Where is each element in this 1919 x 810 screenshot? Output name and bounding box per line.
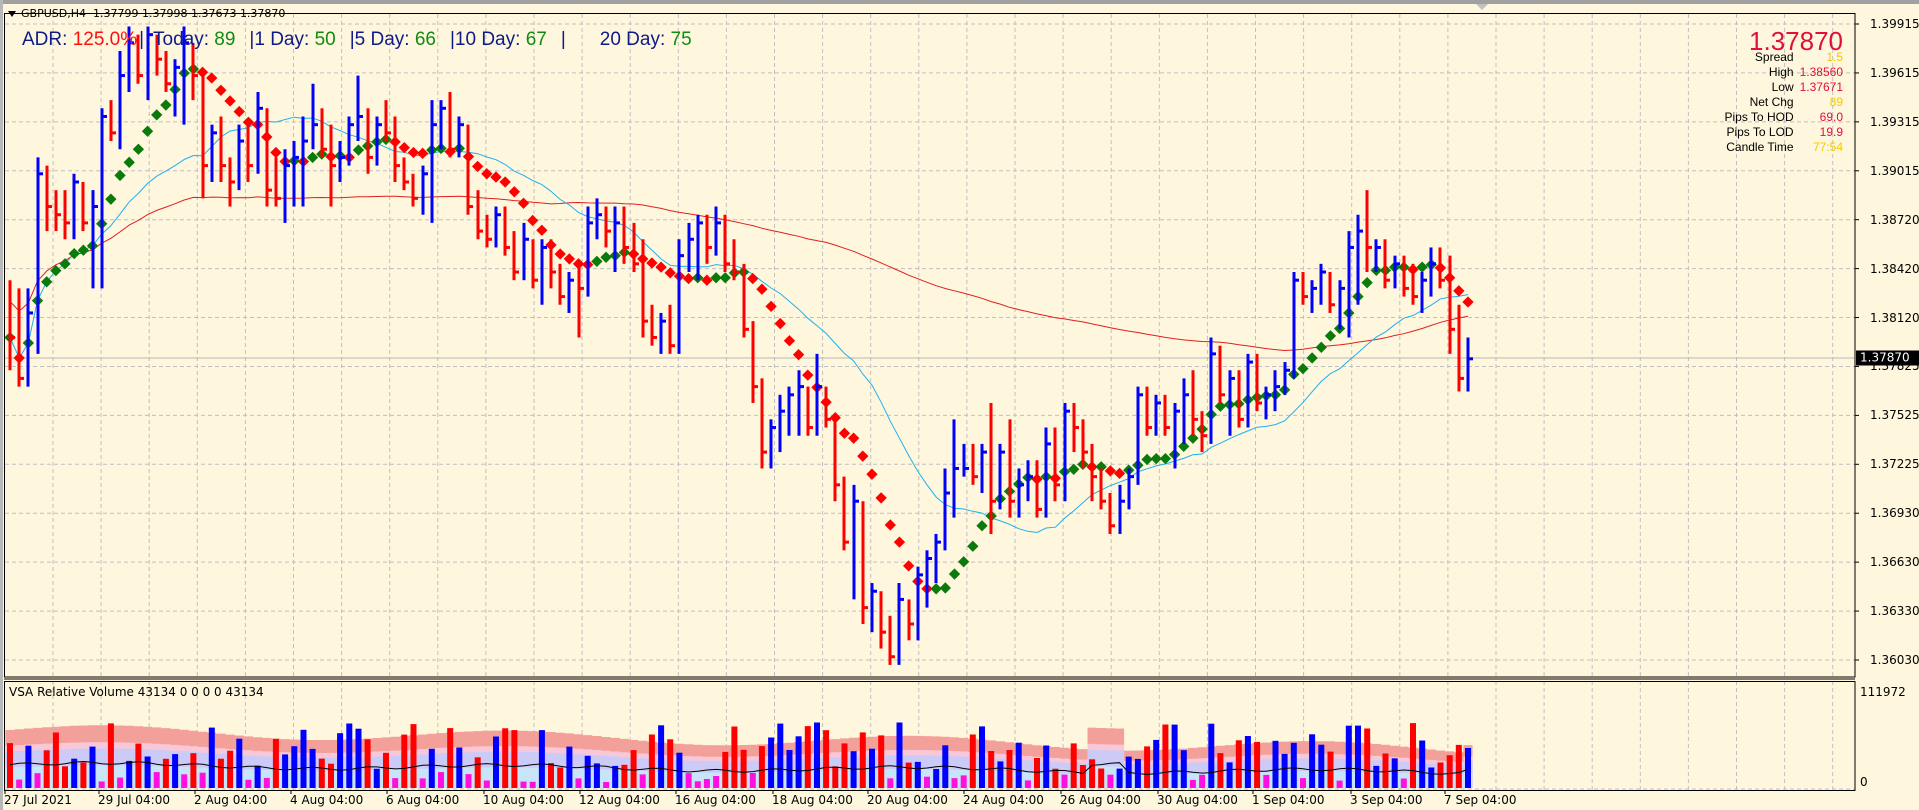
10day-value: 67 bbox=[525, 29, 547, 50]
symbol-timeframe: GBPUSD,H4 bbox=[21, 7, 86, 20]
time-axis-label: 3 Sep 04:00 bbox=[1350, 793, 1423, 807]
price-axis-label: 1.39315 bbox=[1870, 114, 1919, 129]
info-value: 77:54 bbox=[1812, 140, 1843, 154]
info-label: High bbox=[1768, 65, 1794, 79]
info-row: High 1.38560 bbox=[1724, 65, 1843, 80]
time-axis-label: 26 Aug 04:00 bbox=[1060, 793, 1141, 807]
info-value: 1.38560 bbox=[1799, 65, 1843, 79]
time-axis-label: 12 Aug 04:00 bbox=[579, 793, 660, 807]
time-axis-label: 2 Aug 04:00 bbox=[194, 793, 268, 807]
info-value: 89 bbox=[1829, 95, 1843, 109]
info-row: Pips To HOD 69.0 bbox=[1724, 110, 1843, 125]
time-axis-label: 27 Jul 2021 bbox=[4, 793, 72, 807]
time-axis-label: 6 Aug 04:00 bbox=[386, 793, 460, 807]
collapse-triangle-icon[interactable] bbox=[8, 11, 16, 17]
panel-borders bbox=[4, 13, 1859, 794]
price-axis-label: 1.39915 bbox=[1870, 17, 1919, 31]
window-frame-left bbox=[0, 0, 3, 810]
1day-value: 50 bbox=[314, 29, 336, 50]
adr-value: 125.0% bbox=[72, 29, 138, 50]
chart-grid bbox=[5, 4, 1855, 790]
time-axis-label: 24 Aug 04:00 bbox=[963, 793, 1044, 807]
20day-value: 75 bbox=[670, 29, 692, 50]
volume-panel-title: VSA Relative Volume 43134 0 0 0 0 43134 bbox=[9, 685, 264, 699]
ohlc-bars bbox=[8, 26, 1473, 665]
chart-header: GBPUSD,H4 1.37799 1.37998 1.37673 1.3787… bbox=[8, 7, 285, 20]
price-axis-label: 1.39615 bbox=[1870, 65, 1919, 80]
info-table: Spread 1.5 High 1.38560 Low 1.37671 Net Chg 89 P… bbox=[1724, 50, 1843, 155]
price-info-panel: 1.37870 Spread 1.5 High 1.38560 Low 1.37671 Ne… bbox=[1724, 28, 1843, 155]
time-axis-label: 30 Aug 04:00 bbox=[1157, 793, 1238, 807]
time-axis-label: 29 Jul 04:00 bbox=[98, 793, 170, 807]
info-row: Low 1.37671 bbox=[1724, 80, 1843, 95]
10day-label: 10 Day: bbox=[454, 29, 521, 50]
info-row: Spread 1.5 bbox=[1724, 50, 1843, 65]
info-value: 19.9 bbox=[1819, 125, 1843, 139]
trend-dots bbox=[4, 63, 1474, 595]
price-axis-label: 1.37525 bbox=[1870, 408, 1919, 423]
price-axis-label: 1.36030 bbox=[1870, 653, 1919, 667]
info-value: 1.5 bbox=[1826, 50, 1843, 64]
time-axis-label: 16 Aug 04:00 bbox=[675, 793, 756, 807]
time-axis-label: 7 Sep 04:00 bbox=[1444, 793, 1517, 807]
time-axis-label: 1 Sep 04:00 bbox=[1252, 793, 1325, 807]
info-label: Low bbox=[1771, 80, 1794, 94]
today-label: Today: bbox=[153, 29, 209, 50]
1day-label: 1 Day: bbox=[254, 29, 310, 50]
separator: | bbox=[249, 29, 255, 50]
window-frame-top bbox=[0, 0, 1919, 4]
time-axis-label: 20 Aug 04:00 bbox=[867, 793, 948, 807]
volume-max-label: 111972 bbox=[1860, 685, 1906, 699]
5day-value: 66 bbox=[414, 29, 436, 50]
ohlc-values: 1.37799 1.37998 1.37673 1.37870 bbox=[92, 7, 286, 20]
price-axis-label: 1.36330 bbox=[1870, 604, 1919, 619]
price-axis-label: 1.38420 bbox=[1870, 261, 1919, 276]
current-price-tag: 1.37870 bbox=[1856, 350, 1919, 366]
price-axis-label: 1.36630 bbox=[1870, 555, 1919, 570]
info-label: Candle Time bbox=[1726, 140, 1794, 154]
20day-label: 20 Day: bbox=[599, 29, 666, 50]
price-axis-label: 1.38120 bbox=[1870, 310, 1919, 325]
time-axis-label: 4 Aug 04:00 bbox=[290, 793, 364, 807]
info-row: Pips To LOD 19.9 bbox=[1724, 125, 1843, 140]
info-row: Net Chg 89 bbox=[1724, 95, 1843, 110]
volume-min-label: 0 bbox=[1860, 775, 1868, 789]
separator: | bbox=[139, 29, 145, 50]
price-axis-label: 1.36930 bbox=[1870, 506, 1919, 521]
info-label: Pips To LOD bbox=[1726, 125, 1794, 139]
info-value: 69.0 bbox=[1819, 110, 1843, 124]
info-label: Spread bbox=[1754, 50, 1794, 64]
price-axis-label: 1.38720 bbox=[1870, 212, 1919, 227]
time-axis-label: 10 Aug 04:00 bbox=[483, 793, 564, 807]
price-axis-label: 1.39015 bbox=[1870, 163, 1919, 178]
current-price: 1.37870 bbox=[1749, 26, 1843, 56]
time-axis-label: 18 Aug 04:00 bbox=[772, 793, 853, 807]
info-label: Pips To HOD bbox=[1724, 110, 1794, 124]
price-axis-label: 1.37225 bbox=[1870, 457, 1919, 472]
separator: | bbox=[349, 29, 355, 50]
adr-label: ADR: bbox=[22, 29, 68, 50]
separator: | bbox=[560, 29, 566, 50]
volume-histogram bbox=[5, 722, 1473, 788]
info-value: 1.37671 bbox=[1799, 80, 1843, 94]
separator: | bbox=[449, 29, 455, 50]
info-row: Candle Time 77:54 bbox=[1724, 140, 1843, 155]
adr-indicator: ADR: 125.0% | Today: 89 |1 Day: 50 |5 Day: … bbox=[22, 29, 692, 51]
5day-label: 5 Day: bbox=[354, 29, 410, 50]
today-value: 89 bbox=[214, 29, 236, 50]
info-label: Net Chg bbox=[1749, 95, 1794, 109]
